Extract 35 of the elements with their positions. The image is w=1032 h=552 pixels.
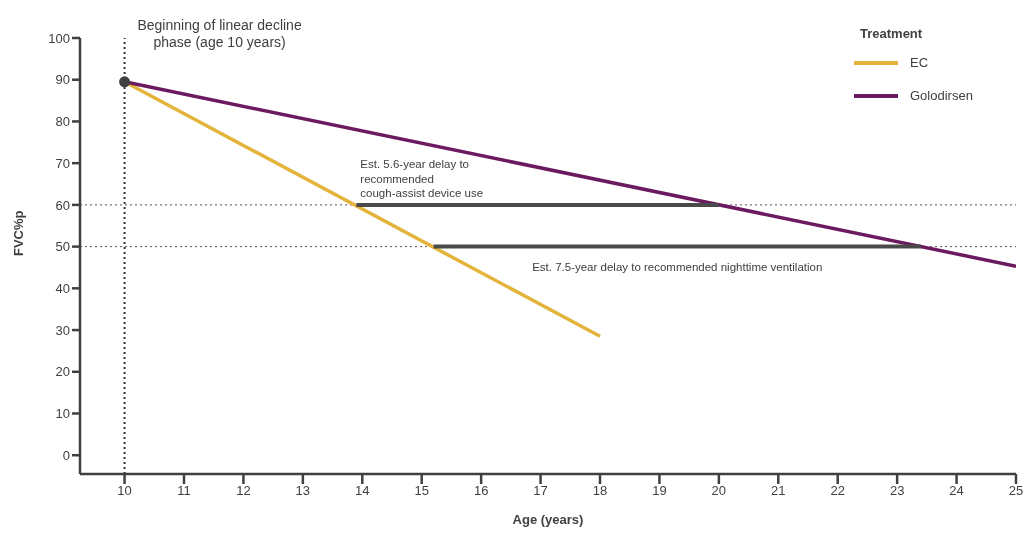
y-tick-label: 40 — [55, 280, 70, 296]
x-tick-label: 12 — [236, 483, 251, 499]
y-tick-label: 90 — [55, 72, 70, 88]
x-tick-label: 11 — [177, 483, 191, 499]
legend-label: Golodirsen — [910, 88, 973, 103]
legend-label: EC — [910, 55, 929, 70]
y-tick-label: 10 — [55, 406, 70, 422]
x-tick-label: 17 — [533, 483, 548, 499]
x-tick-label: 23 — [889, 483, 905, 499]
x-tick-label: 25 — [1008, 483, 1024, 499]
x-tick-label: 21 — [771, 483, 786, 499]
y-axis-title: FVC%p — [10, 210, 26, 256]
x-tick-label: 18 — [592, 483, 608, 499]
annotation: Beginning of linear decline phase (age 10 years) — [137, 16, 302, 51]
x-tick-label: 16 — [473, 483, 489, 499]
x-tick-label: 19 — [652, 483, 667, 499]
x-tick-label: 24 — [949, 483, 964, 499]
x-tick-label: 13 — [295, 483, 311, 499]
x-tick-label: 15 — [414, 483, 429, 499]
x-tick-label: 22 — [830, 483, 845, 499]
annotation: Est. 5.6-year delay to recommended cough-assist device use — [360, 158, 484, 199]
y-tick-label: 70 — [55, 155, 70, 171]
x-tick-label: 20 — [711, 483, 727, 499]
y-tick-label: 80 — [55, 114, 70, 130]
y-tick-label: 30 — [55, 322, 70, 338]
x-tick-label: 14 — [355, 483, 370, 499]
y-tick-label: 0 — [62, 447, 70, 463]
y-tick-label: 50 — [55, 239, 70, 255]
y-tick-label: 60 — [55, 197, 70, 213]
legend-title: Treatment — [859, 26, 924, 41]
y-tick-label: 20 — [55, 364, 70, 380]
y-tick-label: 100 — [48, 30, 70, 46]
annotation: Est. 7.5-year delay to recommended nighttime ventilation — [532, 260, 823, 273]
x-tick-label: 10 — [117, 483, 132, 499]
x-axis-title: Age (years) — [512, 512, 584, 527]
